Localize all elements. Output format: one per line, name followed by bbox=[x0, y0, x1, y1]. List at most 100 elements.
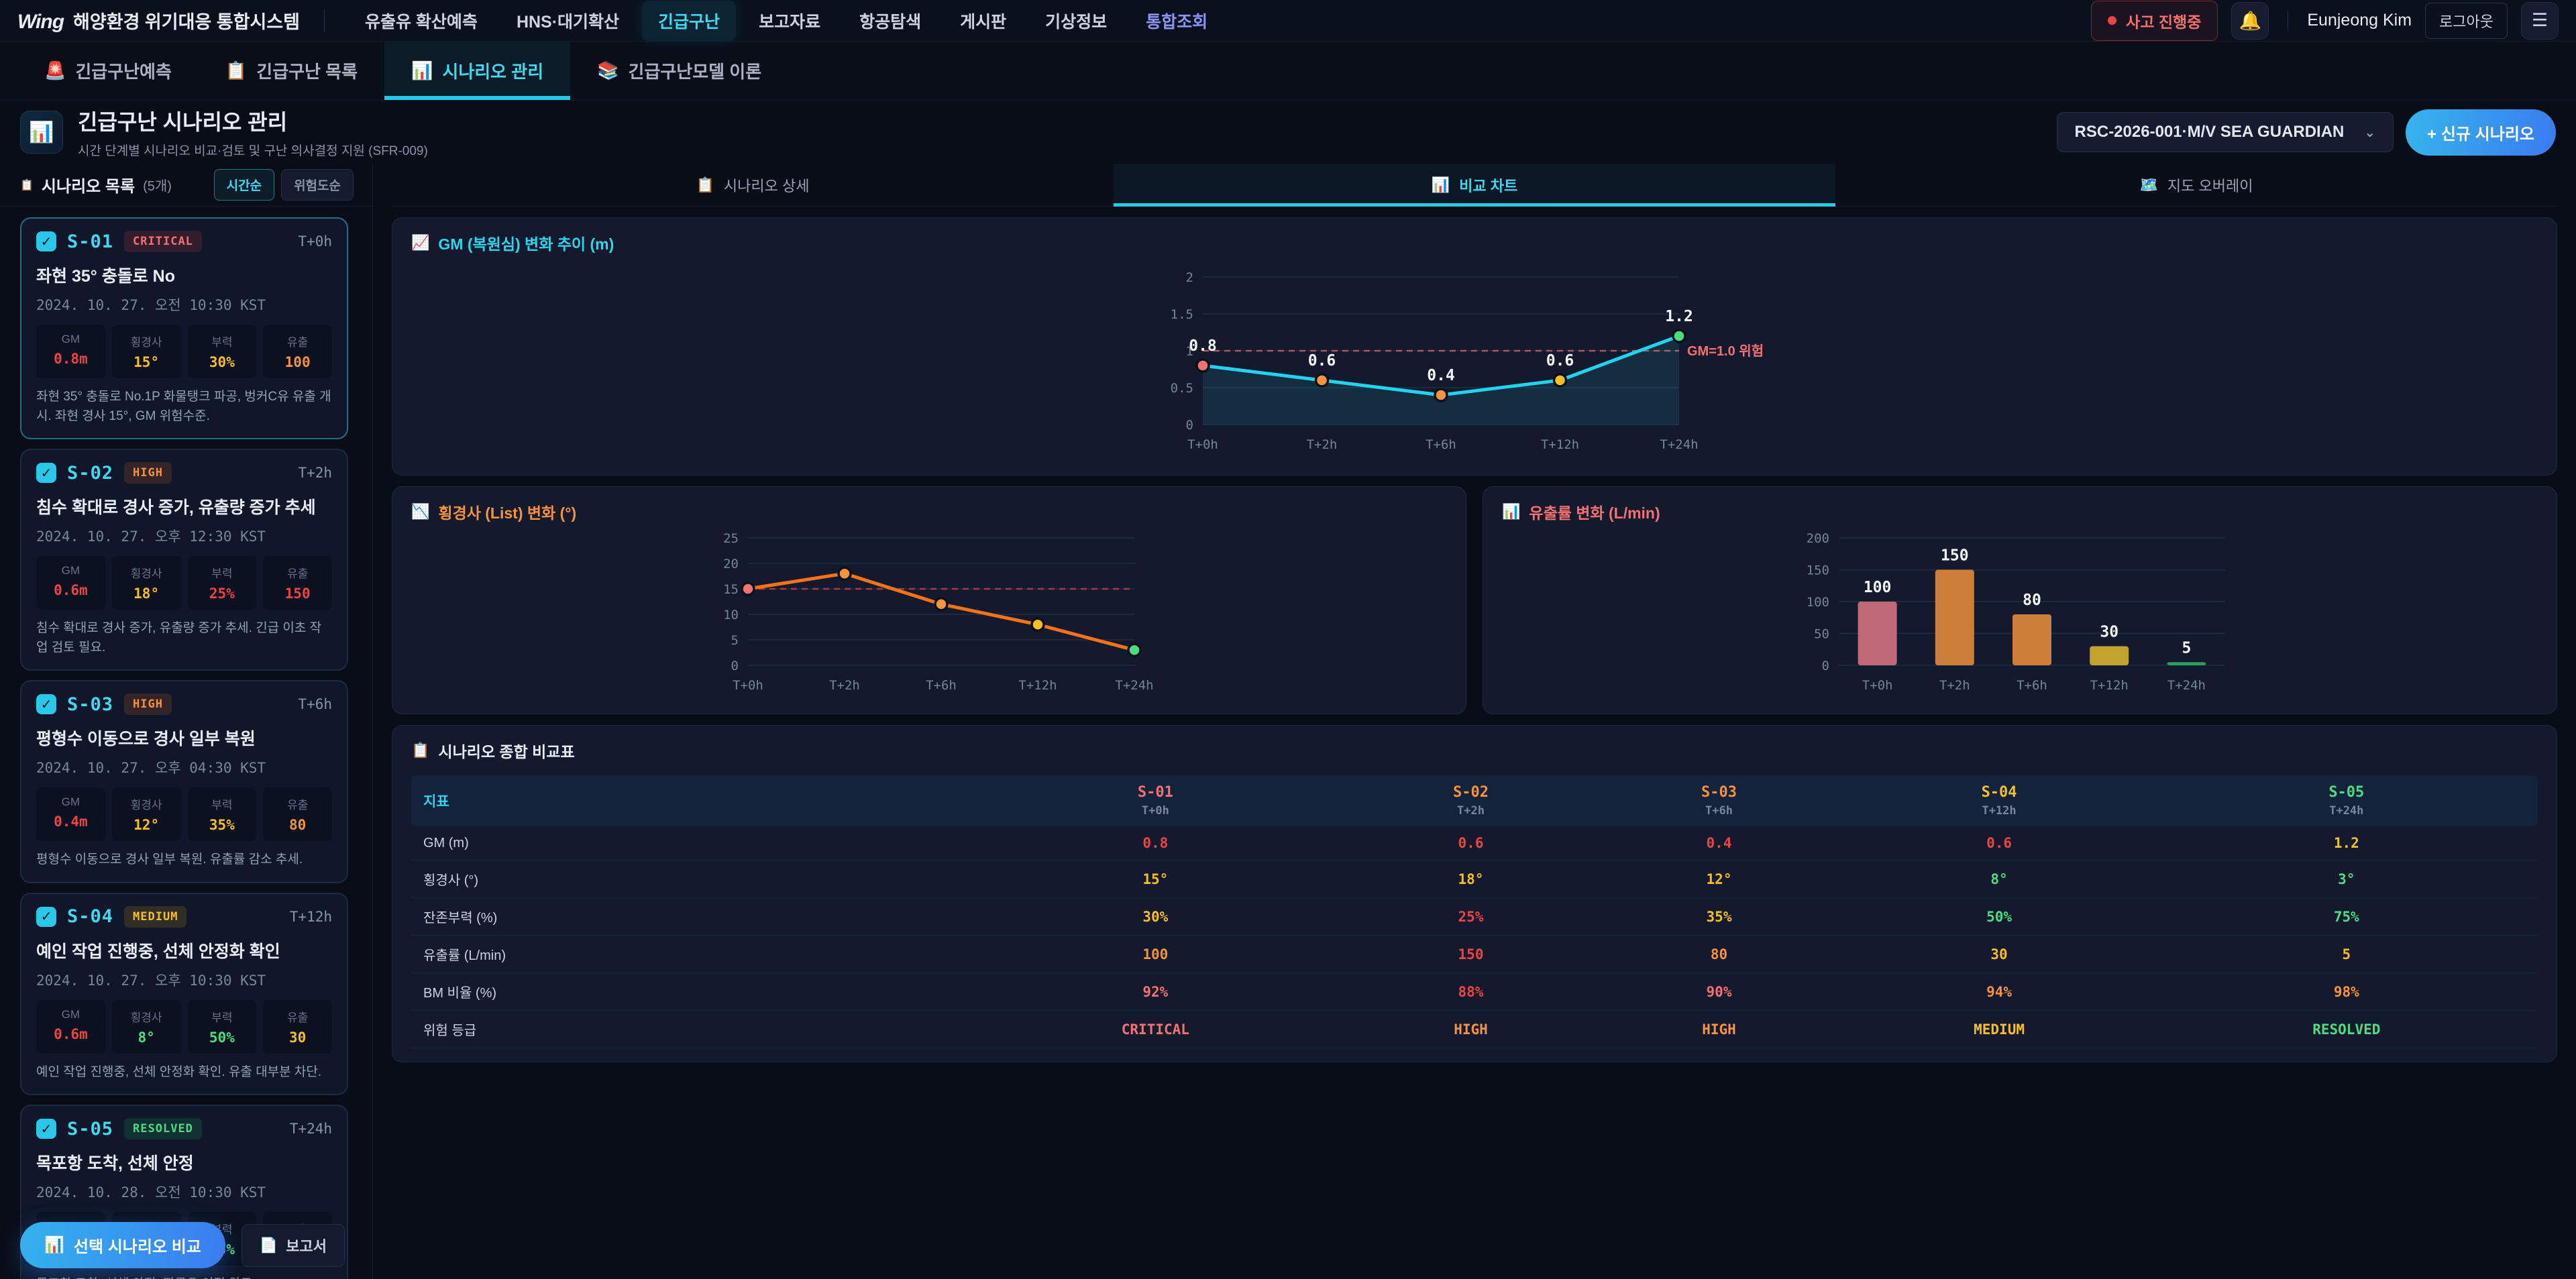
svg-text:5: 5 bbox=[731, 633, 739, 648]
stat-box: 횡경사 12° bbox=[111, 787, 181, 841]
stat-box: 부력 35% bbox=[187, 787, 257, 841]
scenario-card-list: ✓ S-01 CRITICAL T+0h 좌현 35° 충돌로 No 2024. 10. … bbox=[0, 207, 372, 1279]
view-tab-label: 시나리오 상세 bbox=[723, 177, 810, 194]
view-tab-비교 차트[interactable]: 📊 비교 차트 bbox=[1114, 164, 1835, 207]
new-scenario-button[interactable]: + 신규 시나리오 bbox=[2406, 109, 2556, 156]
svg-text:T+24h: T+24h bbox=[2167, 678, 2206, 693]
module-tab-시나리오 관리[interactable]: 📊 시나리오 관리 bbox=[384, 42, 571, 100]
metric-value: 18° bbox=[1346, 860, 1595, 898]
nav-item-게시판[interactable]: 게시판 bbox=[960, 12, 1007, 32]
svg-text:T+2h: T+2h bbox=[829, 678, 860, 693]
chart-title-row: 📉 횡경사 (List) 변화 (°) bbox=[411, 500, 1447, 523]
incident-status-badge: 사고 진행중 bbox=[2091, 0, 2218, 41]
checkbox-checked[interactable]: ✓ bbox=[36, 694, 56, 714]
svg-text:0.6: 0.6 bbox=[1546, 352, 1574, 370]
metric-value: 30 bbox=[1843, 935, 2155, 973]
report-button[interactable]: 📄 보고서 bbox=[241, 1223, 345, 1267]
app-title: 해양환경 위기대응 통합시스템 bbox=[73, 12, 300, 32]
scenario-description: 좌현 35° 충돌로 No.1P 화물탱크 파공, 벙커C유 유출 개시. 좌현… bbox=[36, 390, 331, 423]
scenario-datetime: 2024. 10. 27. 오전 10:30 KST bbox=[36, 297, 266, 313]
svg-text:0.5: 0.5 bbox=[1171, 381, 1193, 396]
checkbox-checked[interactable]: ✓ bbox=[36, 1119, 56, 1139]
severity-badge: HIGH bbox=[124, 693, 172, 715]
document-icon: 📄 bbox=[259, 1236, 278, 1254]
compare-scenarios-button[interactable]: 📊 선택 시나리오 비교 bbox=[20, 1222, 225, 1268]
spill-bar-chart: 0 50 100 150 200 T+0h T+2h T+6h T+12h T+24h 100 150… bbox=[1807, 531, 2225, 693]
stat-value: 0.6m bbox=[54, 1025, 88, 1042]
nav-item-HNS·대기확산[interactable]: HNS·대기확산 bbox=[516, 12, 620, 32]
stat-box: GM 0.4m bbox=[36, 787, 105, 841]
bar-chart-icon: 📊 bbox=[1431, 176, 1450, 193]
scenario-sidebar: 📋 시나리오 목록 (5개) 시간순 위험도순 ✓ S-01 CRITICAL T+0h… bbox=[0, 164, 373, 1279]
report-button-label: 보고서 bbox=[286, 1237, 327, 1255]
table-row: 유출률 (L/min) 100 150 80 30 5 bbox=[411, 935, 2538, 973]
svg-text:0.4: 0.4 bbox=[1427, 367, 1455, 384]
scenario-card-header: ✓ S-04 MEDIUM T+12h bbox=[36, 905, 332, 928]
scenario-count: (5개) bbox=[143, 179, 172, 194]
svg-text:GM=1.0 위험: GM=1.0 위험 bbox=[1687, 343, 1764, 359]
module-tab-label: 시나리오 관리 bbox=[442, 62, 544, 82]
table-header-S-03: S-03 T+6h bbox=[1595, 775, 1843, 826]
metric-value: 1.2 bbox=[2155, 826, 2538, 860]
module-tab-긴급구난 목록[interactable]: 📋 긴급구난 목록 bbox=[199, 42, 384, 100]
sort-위험도순[interactable]: 위험도순 bbox=[281, 169, 354, 201]
scenario-column-id: S-03 bbox=[1701, 784, 1737, 801]
stat-box: 부력 30% bbox=[187, 325, 257, 378]
metric-label: 위험 등급 bbox=[411, 1010, 965, 1048]
view-tab-지도 오버레이[interactable]: 🗺️ 지도 오버레이 bbox=[1835, 164, 2557, 206]
stat-label: 횡경사 bbox=[130, 336, 162, 349]
scenario-title: 침수 확대로 경사 증가, 유출량 증가 추세 bbox=[36, 498, 316, 517]
stat-label: 부력 bbox=[211, 1011, 233, 1024]
stat-box: 횡경사 8° bbox=[111, 999, 181, 1054]
nav-item-기상정보[interactable]: 기상정보 bbox=[1045, 12, 1108, 32]
metric-label: 횡경사 (°) bbox=[411, 860, 965, 898]
nav-item-통합조회[interactable]: 통합조회 bbox=[1146, 12, 1208, 32]
svg-text:T+12h: T+12h bbox=[1018, 678, 1057, 693]
scenario-stats: GM 0.6m 횡경사 8° 부력 50% 유출 30 bbox=[36, 999, 332, 1054]
sort-시간순[interactable]: 시간순 bbox=[213, 169, 275, 201]
scenario-description: 예인 작업 진행중, 선체 안정화 확인. 유출 대부분 차단. bbox=[36, 1064, 322, 1079]
checkbox-checked[interactable]: ✓ bbox=[36, 463, 56, 483]
scenario-time-offset: T+2h bbox=[298, 465, 332, 481]
metric-value: 0.8 bbox=[964, 826, 1347, 860]
scenario-card-S-03[interactable]: ✓ S-03 HIGH T+6h 평형수 이동으로 경사 일부 복원 2024. 10. … bbox=[20, 680, 348, 883]
svg-text:T+0h: T+0h bbox=[1187, 437, 1218, 452]
scenario-id: S-05 bbox=[67, 1118, 114, 1139]
nav-item-긴급구난[interactable]: 긴급구난 bbox=[642, 0, 737, 41]
scenario-card-S-04[interactable]: ✓ S-04 MEDIUM T+12h 예인 작업 진행중, 선체 안정화 확인 2024… bbox=[20, 892, 348, 1095]
checkbox-checked[interactable]: ✓ bbox=[36, 231, 56, 252]
nav-item-항공탐색[interactable]: 항공탐색 bbox=[859, 12, 922, 32]
scenario-card-S-01[interactable]: ✓ S-01 CRITICAL T+0h 좌현 35° 충돌로 No 2024. 10. … bbox=[20, 217, 348, 439]
scenario-stats: GM 0.8m 횡경사 15° 부력 30% 유출 100 bbox=[36, 325, 332, 378]
notifications-button[interactable]: 🔔 bbox=[2231, 1, 2269, 40]
scenario-datetime: 2024. 10. 28. 오전 10:30 KST bbox=[36, 1184, 266, 1201]
page-subtitle: 시간 단계별 시나리오 비교·검토 및 구난 의사결정 지원 (SFR-009) bbox=[78, 144, 428, 158]
logout-button[interactable]: 로그아웃 bbox=[2425, 2, 2508, 39]
svg-text:5: 5 bbox=[2182, 639, 2191, 657]
stat-label: 유출 bbox=[286, 567, 309, 580]
svg-text:1.2: 1.2 bbox=[1665, 308, 1693, 325]
status-text: 사고 진행중 bbox=[2126, 13, 2202, 31]
spill-rate-card: 📊 유출률 변화 (L/min) 0 50 100 150 200 T+0h T+2h T+6… bbox=[1483, 486, 2557, 714]
stat-value: 0.8m bbox=[54, 351, 88, 367]
chart-title: GM (복원심) 변화 추이 (m) bbox=[438, 235, 614, 253]
svg-text:25: 25 bbox=[723, 531, 739, 546]
footer-actions: 📊 선택 시나리오 비교 📄 보고서 bbox=[20, 1222, 345, 1268]
view-tab-시나리오 상세[interactable]: 📋 시나리오 상세 bbox=[392, 164, 1114, 206]
hamburger-menu-button[interactable]: ☰ bbox=[2521, 1, 2559, 40]
stat-box: 유출 100 bbox=[263, 325, 332, 378]
checkbox-checked[interactable]: ✓ bbox=[36, 906, 56, 927]
stat-value: 0.4m bbox=[54, 814, 88, 830]
module-tab-label: 긴급구난예측 bbox=[75, 62, 172, 82]
clipboard-icon: 📋 bbox=[696, 176, 714, 193]
view-tab-label: 비교 차트 bbox=[1459, 177, 1518, 194]
module-tab-긴급구난모델 이론[interactable]: 📚 긴급구난모델 이론 bbox=[570, 42, 788, 100]
metric-label: GM (m) bbox=[411, 826, 965, 860]
incident-select[interactable]: RSC-2026-001·M/V SEA GUARDIAN ⌄ bbox=[2056, 112, 2394, 152]
nav-item-보고자료[interactable]: 보고자료 bbox=[759, 12, 821, 32]
scenario-card-S-02[interactable]: ✓ S-02 HIGH T+2h 침수 확대로 경사 증가, 유출량 증가 추세 2024… bbox=[20, 449, 348, 671]
nav-item-유출유 확산예측[interactable]: 유출유 확산예측 bbox=[364, 12, 478, 32]
metric-value: 12° bbox=[1595, 860, 1843, 898]
table-title-row: 📋 시나리오 종합 비교표 bbox=[411, 739, 2538, 762]
module-tab-긴급구난예측[interactable]: 🚨 긴급구난예측 bbox=[17, 42, 199, 100]
